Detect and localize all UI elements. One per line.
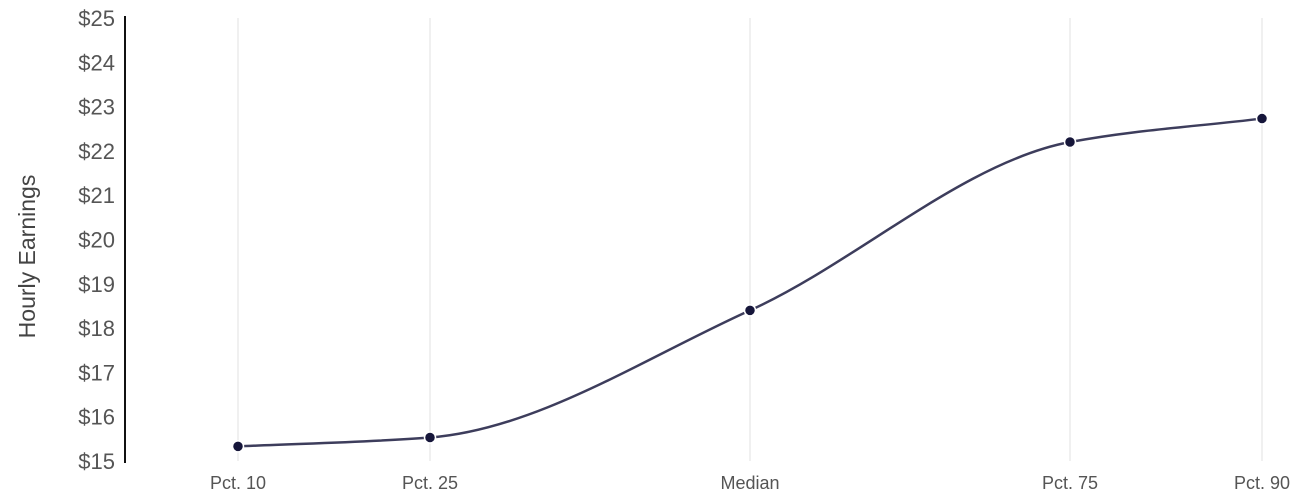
y-tick-label: $20 xyxy=(78,228,115,253)
data-point xyxy=(231,440,245,453)
y-tick-label: $22 xyxy=(78,139,115,164)
x-axis-ticks: Pct. 10 Pct. 25 Median Pct. 75 Pct. 90 xyxy=(210,473,1290,493)
y-tick-label: $16 xyxy=(78,405,115,430)
y-tick-label: $19 xyxy=(78,272,115,297)
data-point xyxy=(743,304,757,317)
y-tick-label: $23 xyxy=(78,95,115,120)
y-tick-label: $21 xyxy=(78,183,115,208)
x-tick-label: Pct. 25 xyxy=(402,473,458,493)
data-point xyxy=(1063,135,1077,149)
data-point xyxy=(1255,112,1269,125)
y-tick-label: $18 xyxy=(78,316,115,341)
x-tick-label: Pct. 10 xyxy=(210,473,266,493)
x-tick-label: Pct. 90 xyxy=(1234,473,1290,493)
data-points xyxy=(231,112,1269,453)
x-tick-label: Median xyxy=(720,473,779,493)
grid-lines xyxy=(237,18,1263,461)
x-tick-label: Pct. 75 xyxy=(1042,473,1098,493)
y-axis-label: Hourly Earnings xyxy=(14,175,40,339)
y-tick-label: $25 xyxy=(78,6,115,31)
y-tick-label: $17 xyxy=(78,360,115,385)
y-tick-label: $24 xyxy=(78,50,115,75)
data-point xyxy=(423,431,437,444)
y-axis-ticks: $15 $16 $17 $18 $19 $20 $21 $22 $23 $24 $25 xyxy=(78,6,115,474)
y-tick-label: $15 xyxy=(78,449,115,474)
